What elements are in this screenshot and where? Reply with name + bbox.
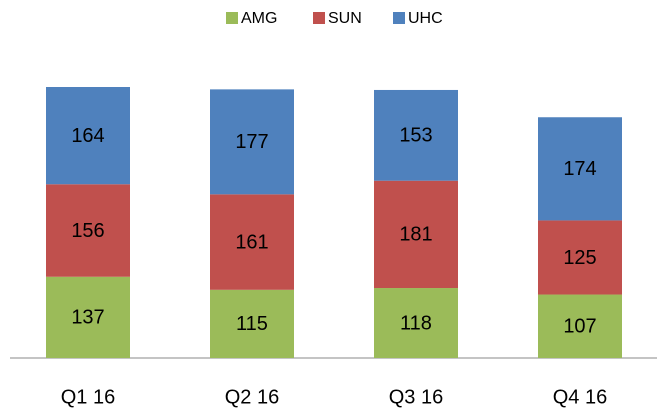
bar-segment (374, 180, 458, 289)
x-tick-label: Q1 16 (61, 386, 115, 408)
bar-segment (210, 194, 294, 290)
bar-segment (374, 288, 458, 358)
data-label: 181 (399, 224, 432, 246)
data-label: 115 (236, 313, 268, 335)
data-label: 177 (235, 131, 268, 153)
bar-segment (210, 289, 294, 358)
legend-swatch (393, 12, 405, 24)
data-label: 118 (400, 312, 432, 334)
legend-swatch (313, 12, 325, 24)
legend-label: SUN (328, 10, 362, 27)
bar-segment (538, 294, 622, 358)
data-label: 156 (71, 220, 104, 242)
x-tick-label: Q4 16 (553, 386, 607, 408)
legend-label: UHC (408, 10, 443, 27)
bar-segment (374, 89, 458, 181)
data-label: 174 (563, 158, 596, 180)
data-label: 107 (563, 316, 596, 338)
data-label: 137 (71, 307, 104, 329)
bar-segment (46, 87, 130, 185)
x-tick-label: Q3 16 (389, 386, 443, 408)
bar-segment (210, 89, 294, 195)
legend-swatch (226, 12, 238, 24)
bar-segment (46, 184, 130, 277)
data-label: 125 (563, 247, 596, 269)
bar-segment (538, 220, 622, 295)
legend-label: AMG (241, 10, 277, 27)
bar-segment (538, 117, 622, 221)
bar-segment (46, 276, 130, 358)
data-label: 161 (235, 231, 268, 253)
x-tick-label: Q2 16 (225, 386, 279, 408)
data-label: 153 (399, 125, 432, 147)
data-label: 164 (71, 125, 104, 147)
